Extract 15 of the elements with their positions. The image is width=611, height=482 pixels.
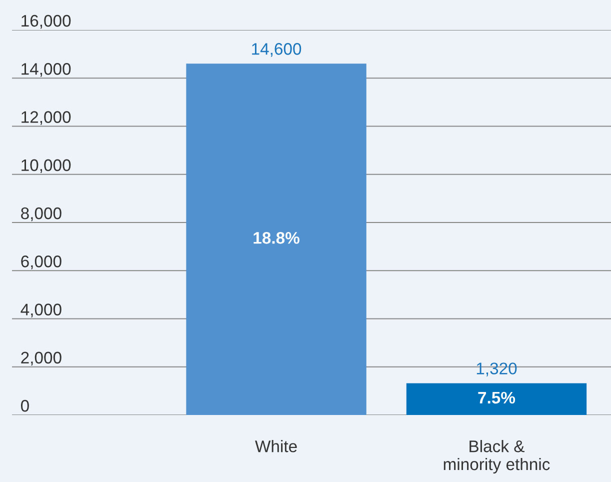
data-label: 14,600 — [252, 43, 302, 57]
y-tick-label: 6,000 — [21, 256, 62, 270]
y-tick-label: 12,000 — [22, 111, 71, 125]
annotation: 7.5% — [478, 392, 516, 404]
annotation: 18.8% — [254, 232, 300, 244]
y-tick-label: 4,000 — [20, 304, 62, 318]
y-tick-label: 14,000 — [22, 63, 71, 77]
y-tick-label: 16,000 — [22, 14, 71, 29]
y-tick-label: 10,000 — [22, 159, 71, 174]
data-label: 1,320 — [476, 362, 517, 376]
y-tick-label: 8,000 — [21, 207, 62, 222]
x-tick-label: White — [255, 440, 297, 452]
y-tick-label: 0 — [20, 400, 29, 412]
x-tick-label: Black & minority ethnic — [444, 440, 550, 474]
y-tick-label: 2,000 — [21, 352, 62, 366]
